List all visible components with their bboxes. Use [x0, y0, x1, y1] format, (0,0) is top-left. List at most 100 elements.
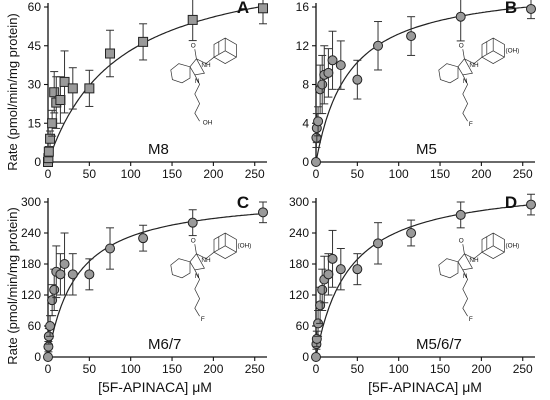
oh-label: (OH) [505, 47, 519, 54]
y-axis-label-top: Rate (pmol/min/mg protein) [5, 13, 20, 171]
x-tick-label: 100 [121, 167, 141, 181]
x-tick-label: 200 [203, 362, 223, 376]
indazole-ring [170, 253, 205, 279]
x-tick-label: 150 [162, 362, 182, 376]
panel-letter: C [237, 193, 249, 212]
x-tick-label: 100 [389, 362, 409, 376]
y-tick-label: 180 [289, 257, 309, 271]
x-tick-label: 150 [162, 167, 182, 181]
y-tick-label: 0 [34, 350, 41, 364]
indazole-ring [438, 253, 473, 279]
y-tick-label: 4 [302, 116, 309, 130]
indazole-ring [438, 58, 473, 84]
n-label: N [195, 78, 200, 85]
x-tick-label: 150 [430, 362, 450, 376]
oh-label: (OH) [237, 242, 251, 249]
fit-curve [47, 213, 264, 358]
panel-b: NH O N (OH) F 0 50 100 150 200 250 0 4 8 12 16 B M5 [296, 0, 536, 181]
x-tick-label: 200 [471, 362, 491, 376]
indazole-ring [170, 58, 205, 84]
data-point [43, 352, 53, 362]
x-tick-label: 0 [313, 362, 320, 376]
y-tick-label: 60 [296, 319, 310, 333]
data-point [67, 269, 78, 280]
data-point [313, 116, 324, 127]
x-tick-label: 0 [45, 167, 52, 181]
panels: NH O N OH 0 50 100 150 200 250 0 15 30 45 60 A M8 NH O N (OH… [21, 0, 536, 376]
data-point [526, 3, 536, 14]
x-tick-label: 200 [471, 167, 491, 181]
o-label: O [191, 43, 196, 50]
adamantyl-ring [481, 232, 505, 260]
data-point [455, 11, 466, 22]
x-tick-label: 250 [245, 362, 265, 376]
x-tick-label: 50 [83, 362, 97, 376]
x-tick-label: 0 [45, 362, 52, 376]
data-point [258, 3, 268, 14]
y-tick-label: 60 [28, 319, 42, 333]
data-point [45, 321, 56, 331]
f-label: F [469, 316, 473, 323]
y-tick-label: 16 [296, 0, 310, 14]
data-point [311, 157, 321, 167]
fit-curve [315, 6, 531, 163]
y-tick-label: 0 [34, 155, 41, 169]
data-point [105, 48, 116, 59]
data-point [526, 199, 536, 210]
data-point [84, 83, 95, 94]
panel-letter: D [505, 193, 517, 212]
data-point [105, 243, 116, 254]
data-point [323, 269, 334, 280]
data-point [59, 76, 70, 87]
data-point [47, 118, 58, 129]
molecule-structure: NH O N (OH) F [438, 232, 519, 323]
data-point [311, 333, 322, 344]
data-point [406, 31, 417, 42]
data-point [323, 67, 334, 78]
o-label: O [459, 238, 464, 245]
data-point [327, 55, 338, 66]
adamantyl-ring [481, 37, 505, 65]
y-tick-label: 300 [289, 195, 309, 209]
data-point [335, 264, 346, 275]
data-point [317, 284, 328, 295]
data-point [373, 40, 384, 51]
adamantyl-ring [213, 37, 237, 65]
y-tick-label: 240 [21, 226, 41, 240]
data-point [187, 14, 198, 25]
molecule-structure: NH O N (OH) F [438, 37, 519, 128]
data-point [315, 300, 326, 311]
pentyl-chain [462, 74, 469, 122]
data-point [455, 209, 466, 220]
f-label: F [469, 121, 473, 128]
pentyl-chain [194, 74, 201, 122]
x-tick-label: 200 [203, 167, 223, 181]
y-tick-label: 30 [28, 78, 42, 92]
amide-bond [194, 49, 215, 65]
data-point [373, 238, 384, 249]
x-tick-label: 0 [313, 167, 320, 181]
y-tick-label: 180 [21, 257, 41, 271]
y-tick-label: 12 [296, 39, 310, 53]
data-point [49, 87, 60, 98]
data-point [138, 233, 149, 244]
n-label: N [463, 273, 468, 280]
molecule-structure: NH O N OH [170, 37, 237, 126]
data-point [335, 60, 346, 71]
data-point [47, 295, 58, 306]
amide-bond [462, 244, 483, 260]
data-point [45, 133, 56, 144]
y-tick-label: 240 [289, 226, 309, 240]
data-point [67, 83, 78, 94]
y-tick-label: 45 [28, 39, 42, 53]
y-axis-label-bottom: Rate (pmol/min/mg protein) [5, 207, 20, 365]
data-point [55, 95, 66, 105]
y-tick-label: 120 [289, 288, 309, 302]
metabolite-label: M8 [148, 141, 169, 158]
n-label: N [463, 78, 468, 85]
data-point [317, 79, 328, 90]
data-point [406, 228, 417, 238]
x-axis-label-right: [5F-APINACA] μM [368, 379, 482, 395]
data-point [187, 217, 198, 228]
